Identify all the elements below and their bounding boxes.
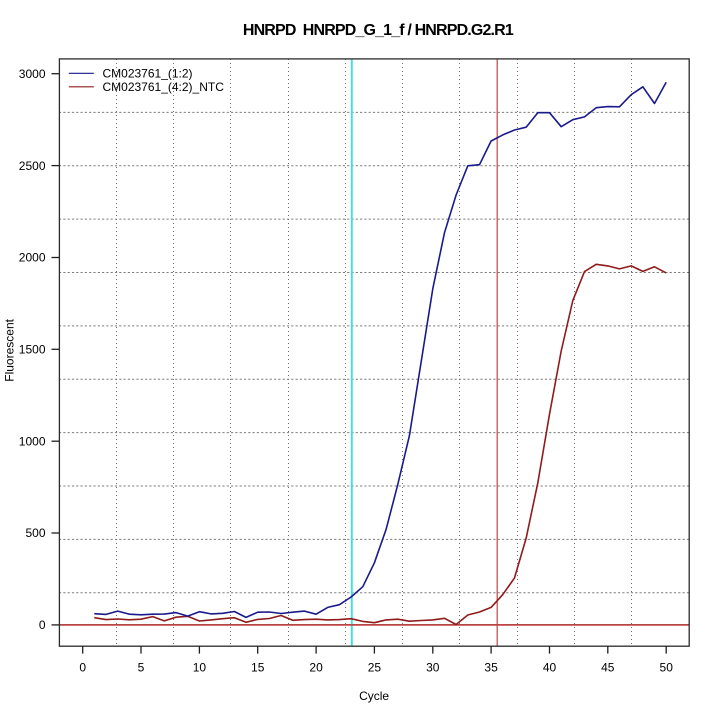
svg-text:CM023761_(4:2)_NTC: CM023761_(4:2)_NTC (103, 80, 225, 94)
svg-text:2000: 2000 (19, 251, 46, 265)
svg-text:15: 15 (251, 661, 265, 675)
svg-text:5: 5 (138, 661, 145, 675)
svg-text:30: 30 (426, 661, 440, 675)
svg-text:3000: 3000 (19, 67, 46, 81)
svg-text:35: 35 (484, 661, 498, 675)
svg-text:0: 0 (79, 661, 86, 675)
svg-text:1000: 1000 (19, 434, 46, 448)
svg-text:10: 10 (193, 661, 207, 675)
svg-text:2500: 2500 (19, 159, 46, 173)
svg-text:Fluorescent: Fluorescent (3, 318, 17, 381)
svg-text:HNRPD HNRPD_G_1_f / HNRPD.G2.: HNRPD HNRPD_G_1_f / HNRPD.G2.R1 (243, 22, 514, 39)
svg-text:45: 45 (601, 661, 615, 675)
svg-text:0: 0 (39, 618, 46, 632)
svg-text:20: 20 (309, 661, 323, 675)
svg-text:500: 500 (25, 526, 45, 540)
svg-text:Cycle: Cycle (359, 689, 389, 703)
svg-text:1500: 1500 (19, 343, 46, 357)
svg-text:40: 40 (543, 661, 557, 675)
svg-text:50: 50 (660, 661, 674, 675)
svg-text:CM023761_(1:2): CM023761_(1:2) (103, 67, 193, 81)
svg-text:25: 25 (368, 661, 382, 675)
